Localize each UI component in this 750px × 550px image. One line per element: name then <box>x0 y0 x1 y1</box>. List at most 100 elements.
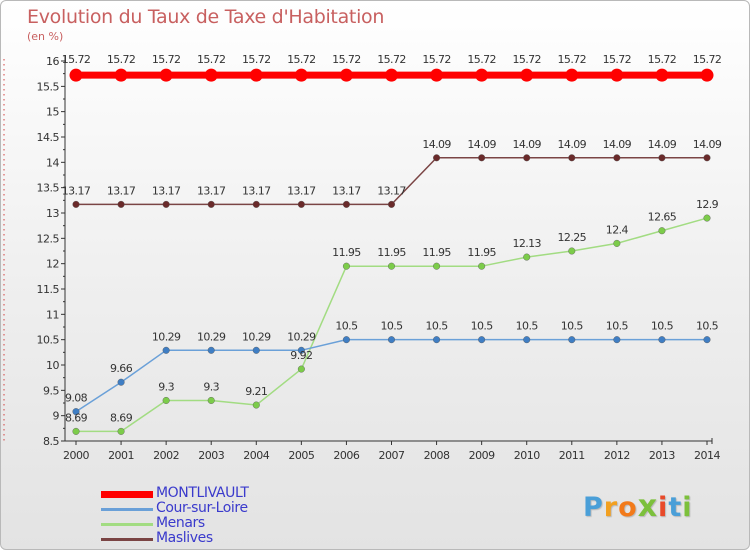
data-point <box>568 336 576 344</box>
y-tick-label: 13 <box>46 207 59 220</box>
logo-letter: x <box>637 489 659 524</box>
logo-letter: P <box>583 492 604 523</box>
data-point <box>700 68 714 82</box>
y-tick-label: 12.5 <box>37 232 60 245</box>
data-point <box>385 68 398 82</box>
data-label: 15.72 <box>242 53 271 66</box>
data-label: 11.95 <box>467 246 496 259</box>
data-point <box>388 200 396 208</box>
data-label: 14.09 <box>558 138 587 151</box>
data-point <box>159 68 173 82</box>
data-label: 13.17 <box>242 184 271 197</box>
data-point <box>72 408 80 416</box>
data-label: 9.08 <box>65 392 88 405</box>
data-point <box>478 262 486 270</box>
data-point <box>388 336 396 344</box>
y-tick-label: 15 <box>46 106 59 119</box>
data-label: 10.5 <box>696 320 719 333</box>
x-tick-label: 2011 <box>559 449 585 462</box>
x-tick-label: 2002 <box>153 449 179 462</box>
data-label: 15.72 <box>62 53 91 66</box>
data-point <box>72 427 80 435</box>
x-tick-label: 2001 <box>108 449 134 462</box>
y-tick-label: 13.5 <box>37 182 60 195</box>
data-point <box>252 401 260 409</box>
data-point <box>297 365 305 373</box>
data-point <box>339 68 353 82</box>
x-tick-label: 2006 <box>333 449 359 462</box>
data-point <box>523 154 531 162</box>
data-point <box>658 336 666 344</box>
data-label: 15.72 <box>558 53 587 66</box>
y-tick-label: 11 <box>46 308 59 321</box>
data-label: 9.3 <box>158 380 174 393</box>
data-point <box>523 336 531 344</box>
logo-letter: i <box>682 492 693 523</box>
data-label: 14.09 <box>603 138 632 151</box>
data-point <box>252 346 260 354</box>
y-tick-label: 12 <box>46 258 59 271</box>
data-label: 13.17 <box>287 184 316 197</box>
x-tick-label: 2003 <box>198 449 224 462</box>
data-point <box>117 200 125 208</box>
data-label: 15.72 <box>152 53 181 66</box>
series-line <box>76 157 707 206</box>
data-point <box>162 200 170 208</box>
y-tick-label: 10.5 <box>37 334 60 347</box>
data-label: 10.29 <box>242 330 271 343</box>
data-label: 14.09 <box>512 138 541 151</box>
x-tick-label: 2000 <box>63 449 89 462</box>
data-point <box>207 396 215 404</box>
x-tick-label: 2010 <box>514 449 540 462</box>
legend-swatch <box>101 491 153 498</box>
data-label: 9.21 <box>245 385 267 398</box>
data-point <box>568 247 576 255</box>
data-point <box>207 200 215 208</box>
x-tick-label: 2008 <box>424 449 450 462</box>
y-tick-label: 11.5 <box>37 283 60 296</box>
y-tick-label: 15.5 <box>37 80 60 93</box>
data-point <box>342 200 350 208</box>
data-label: 10.29 <box>152 330 181 343</box>
data-label: 9.3 <box>203 380 219 393</box>
data-label: 10.5 <box>516 320 539 333</box>
x-tick-label: 2014 <box>694 449 720 462</box>
data-point <box>342 262 350 270</box>
data-point <box>204 68 218 82</box>
data-point <box>520 68 534 82</box>
data-label: 10.29 <box>287 330 316 343</box>
legend-label: Menars <box>156 515 205 531</box>
legend-swatch <box>101 523 153 526</box>
data-label: 15.72 <box>603 53 632 66</box>
data-point <box>613 154 621 162</box>
data-point <box>388 262 396 270</box>
data-point <box>478 336 486 344</box>
y-tick-label: 9 <box>53 410 60 423</box>
x-tick-label: 2005 <box>288 449 314 462</box>
data-label: 15.72 <box>693 53 722 66</box>
data-point <box>72 200 80 208</box>
data-point <box>475 68 489 82</box>
data-point <box>117 378 125 386</box>
data-label: 13.17 <box>107 184 136 197</box>
data-label: 10.5 <box>606 320 629 333</box>
data-point <box>114 68 128 82</box>
data-point <box>610 68 624 82</box>
data-label: 11.95 <box>332 246 361 259</box>
data-point <box>252 200 260 208</box>
y-tick-label: 10 <box>46 359 59 372</box>
legend-swatch <box>101 538 153 541</box>
data-point <box>658 227 666 235</box>
data-label: 11.95 <box>422 246 451 259</box>
data-point <box>703 154 711 162</box>
data-label: 12.65 <box>648 211 677 224</box>
data-point <box>430 68 444 82</box>
x-tick-label: 2007 <box>379 449 405 462</box>
data-label: 15.72 <box>467 53 496 66</box>
data-label: 9.66 <box>110 362 133 375</box>
data-point <box>613 239 621 247</box>
data-label: 11.95 <box>377 246 406 259</box>
y-tick-label: 14.5 <box>37 131 60 144</box>
data-label: 15.72 <box>332 53 361 66</box>
